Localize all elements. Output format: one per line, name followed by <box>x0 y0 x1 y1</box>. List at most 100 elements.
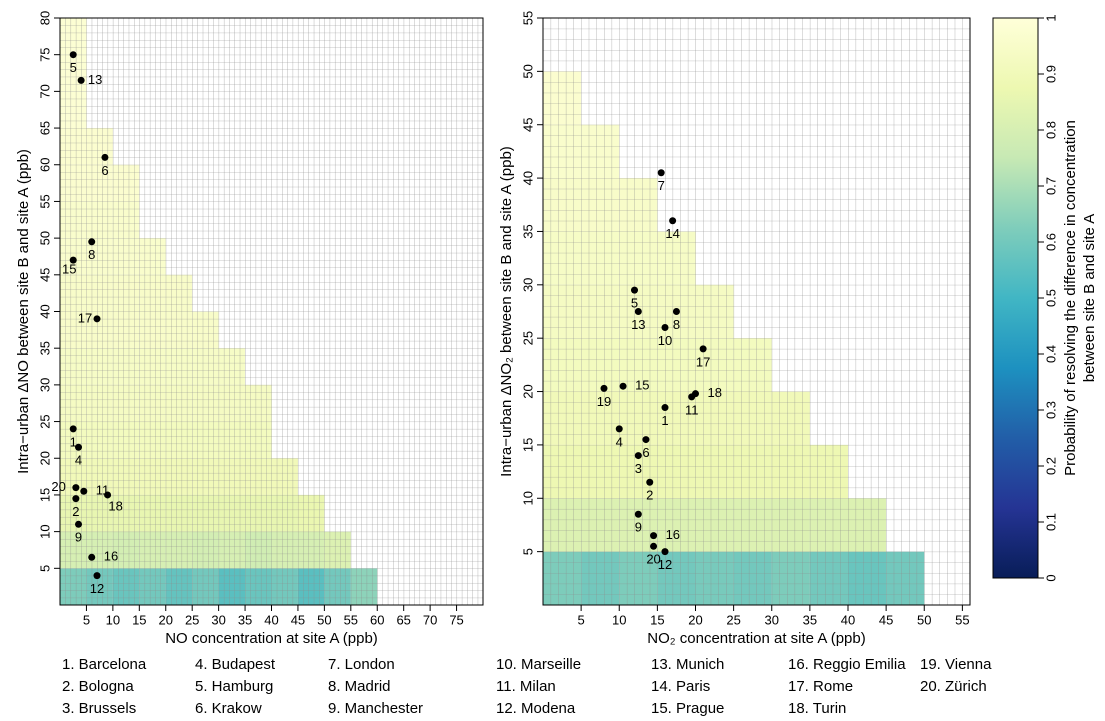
x-tick-label: 75 <box>449 612 463 627</box>
point-label: 10 <box>658 333 672 348</box>
x-tick-label: 65 <box>396 612 410 627</box>
y-tick-label: 55 <box>37 194 52 208</box>
colorbar-title: between site B and site A <box>1081 214 1098 382</box>
point-label: 12 <box>658 557 672 572</box>
y-tick-label: 65 <box>37 121 52 135</box>
colorbar-tick-label: 0.8 <box>1043 121 1058 139</box>
x-tick-label: 20 <box>688 612 702 627</box>
point-label: 1 <box>70 434 77 449</box>
legend-entry: 6. Krakow <box>195 700 262 717</box>
legend-entry: 10. Marseille <box>496 656 581 673</box>
city-point <box>88 553 96 561</box>
city-point <box>75 520 83 528</box>
point-label: 18 <box>708 385 722 400</box>
x-axis-title: NO₂ concentration at site A (ppb) <box>647 630 865 647</box>
point-label: 16 <box>666 527 680 542</box>
legend-entry: 2. Bologna <box>62 678 134 695</box>
point-label: 5 <box>631 296 638 311</box>
y-tick-label: 75 <box>37 47 52 61</box>
city-point <box>600 384 608 392</box>
x-tick-label: 5 <box>83 612 90 627</box>
point-label: 15 <box>62 262 76 277</box>
point-label: 13 <box>631 317 645 332</box>
x-tick-label: 55 <box>344 612 358 627</box>
point-label: 6 <box>101 163 108 178</box>
y-tick-label: 40 <box>520 171 535 185</box>
plot-frame <box>542 17 971 606</box>
y-tick-label: 15 <box>37 488 52 502</box>
city-point <box>661 548 669 556</box>
legend-entry: 3. Brussels <box>62 700 136 717</box>
x-tick-label: 45 <box>879 612 893 627</box>
fine-grid <box>60 18 483 605</box>
city-point <box>93 572 101 580</box>
city-point <box>104 491 112 499</box>
city-point <box>650 542 658 550</box>
point-label: 20 <box>51 479 65 494</box>
point-label: 5 <box>70 60 77 75</box>
fine-grid <box>543 18 970 605</box>
point-label: 6 <box>642 445 649 460</box>
colorbar-tick-label: 1 <box>1043 14 1058 21</box>
point-label: 18 <box>108 498 122 513</box>
x-tick-label: 30 <box>765 612 779 627</box>
x-tick-label: 45 <box>291 612 305 627</box>
point-label: 8 <box>673 317 680 332</box>
point-label: 9 <box>635 520 642 535</box>
y-tick-label: 10 <box>520 491 535 505</box>
y-tick-label: 30 <box>37 378 52 392</box>
legend-entry: 20. Zürich <box>920 678 987 695</box>
point-label: 7 <box>658 178 665 193</box>
x-tick-label: 35 <box>238 612 252 627</box>
city-point <box>634 308 642 315</box>
colorbar-tick-label: 0.6 <box>1043 233 1058 251</box>
y-tick-label: 70 <box>37 84 52 98</box>
point-label: 2 <box>646 488 653 503</box>
legend-entry: 18. Turin <box>788 700 846 717</box>
y-tick-label: 50 <box>37 231 52 245</box>
y-tick-label: 10 <box>37 524 52 538</box>
y-tick-label: 30 <box>520 278 535 292</box>
city-point <box>88 238 96 246</box>
x-tick-label: 10 <box>106 612 120 627</box>
city-point <box>634 510 642 518</box>
x-tick-label: 15 <box>132 612 146 627</box>
point-label: 8 <box>88 247 95 262</box>
y-tick-label: 55 <box>520 11 535 25</box>
city-point <box>672 308 680 315</box>
point-label: 14 <box>665 226 679 241</box>
y-axis-title: Intra−urban ΔNO between site B and site … <box>15 149 32 474</box>
colorbar-tick-label: 0.2 <box>1043 457 1058 475</box>
legend-entry: 7. London <box>328 656 395 673</box>
point-label: 13 <box>88 72 102 87</box>
legend-entry: 1. Barcelona <box>62 656 147 673</box>
x-tick-label: 20 <box>159 612 173 627</box>
point-label: 9 <box>75 530 82 545</box>
x-tick-label: 35 <box>803 612 817 627</box>
legend-entry: 13. Munich <box>651 656 724 673</box>
x-tick-label: 25 <box>185 612 199 627</box>
city-point <box>631 286 638 294</box>
colorbar-tick-label: 0.9 <box>1043 65 1058 83</box>
y-tick-label: 45 <box>520 117 535 131</box>
city-point <box>661 324 669 332</box>
colorbar-tick-label: 0.5 <box>1043 289 1058 307</box>
legend-entry: 14. Paris <box>651 678 710 695</box>
city-point <box>657 169 665 177</box>
city-point <box>69 51 77 59</box>
y-tick-label: 15 <box>520 438 535 452</box>
x-tick-label: 5 <box>578 612 585 627</box>
city-point <box>699 345 707 353</box>
y-tick-label: 35 <box>520 224 535 238</box>
city-point <box>80 487 88 495</box>
city-point <box>669 217 677 225</box>
legend-entry: 5. Hamburg <box>195 678 273 695</box>
colorbar-tick-label: 0.1 <box>1043 513 1058 531</box>
y-tick-label: 5 <box>37 565 52 572</box>
colorbar-tick-label: 0.4 <box>1043 345 1058 363</box>
point-label: 11 <box>685 402 699 417</box>
x-tick-label: 15 <box>650 612 664 627</box>
colorbar-tick-label: 0.7 <box>1043 177 1058 195</box>
x-tick-label: 25 <box>726 612 740 627</box>
